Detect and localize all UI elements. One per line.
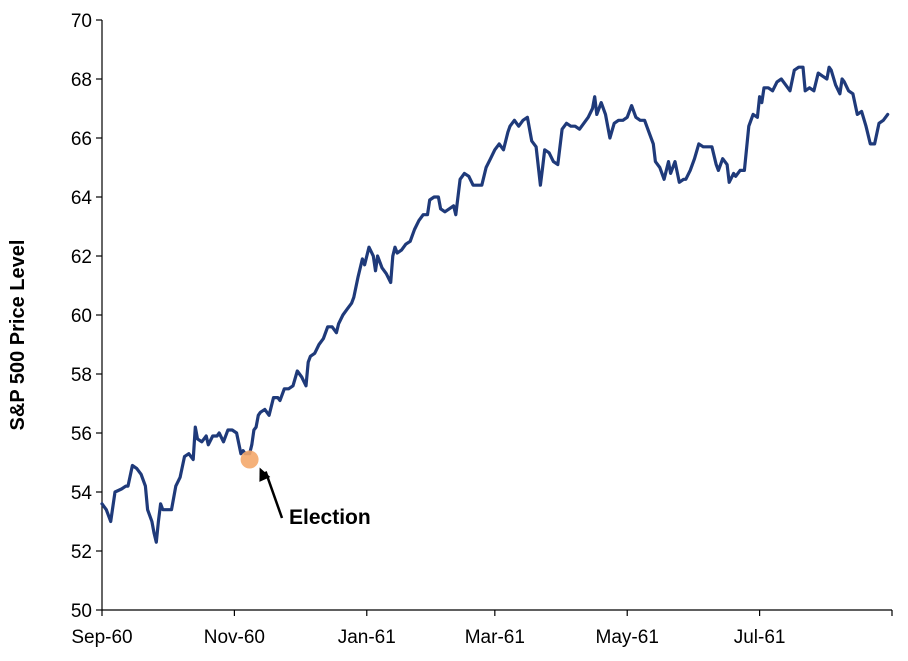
annotation-label: Election — [289, 506, 371, 529]
y-tick-label: 58 — [71, 365, 92, 386]
y-tick-label: 66 — [71, 129, 92, 150]
x-axis: Sep-60 Nov-60 Jan-61 Mar-61 May-61 Jul-61 — [71, 609, 893, 648]
x-tick-label: May-61 — [596, 627, 659, 648]
y-axis: 50 52 54 56 58 60 62 64 66 68 70 — [71, 11, 103, 622]
y-axis-title: S&P 500 Price Level — [7, 240, 29, 431]
y-tick-label: 56 — [71, 424, 92, 445]
x-tick-label: Sep-60 — [71, 627, 132, 648]
series-layer — [100, 65, 890, 544]
y-tick-label: 70 — [71, 11, 92, 32]
x-tick-label: Jan-61 — [338, 627, 396, 648]
annotation-arrow-line — [264, 471, 284, 519]
series-line — [100, 65, 890, 544]
x-tick-label: Mar-61 — [465, 627, 525, 648]
annotation-arrow-head — [259, 467, 271, 482]
y-tick-label: 64 — [71, 188, 93, 209]
y-tick-label: 68 — [71, 70, 92, 91]
x-tick-label: Jul-61 — [734, 627, 786, 648]
y-tick-label: 60 — [71, 306, 92, 327]
y-tick-label: 52 — [71, 542, 92, 563]
election-marker — [240, 450, 259, 469]
annotation-layer: Election — [240, 450, 371, 529]
y-tick-label: 54 — [71, 483, 93, 504]
y-tick-label: 62 — [71, 247, 92, 268]
y-tick-label: 50 — [71, 601, 92, 622]
x-tick-label: Nov-60 — [204, 627, 265, 648]
